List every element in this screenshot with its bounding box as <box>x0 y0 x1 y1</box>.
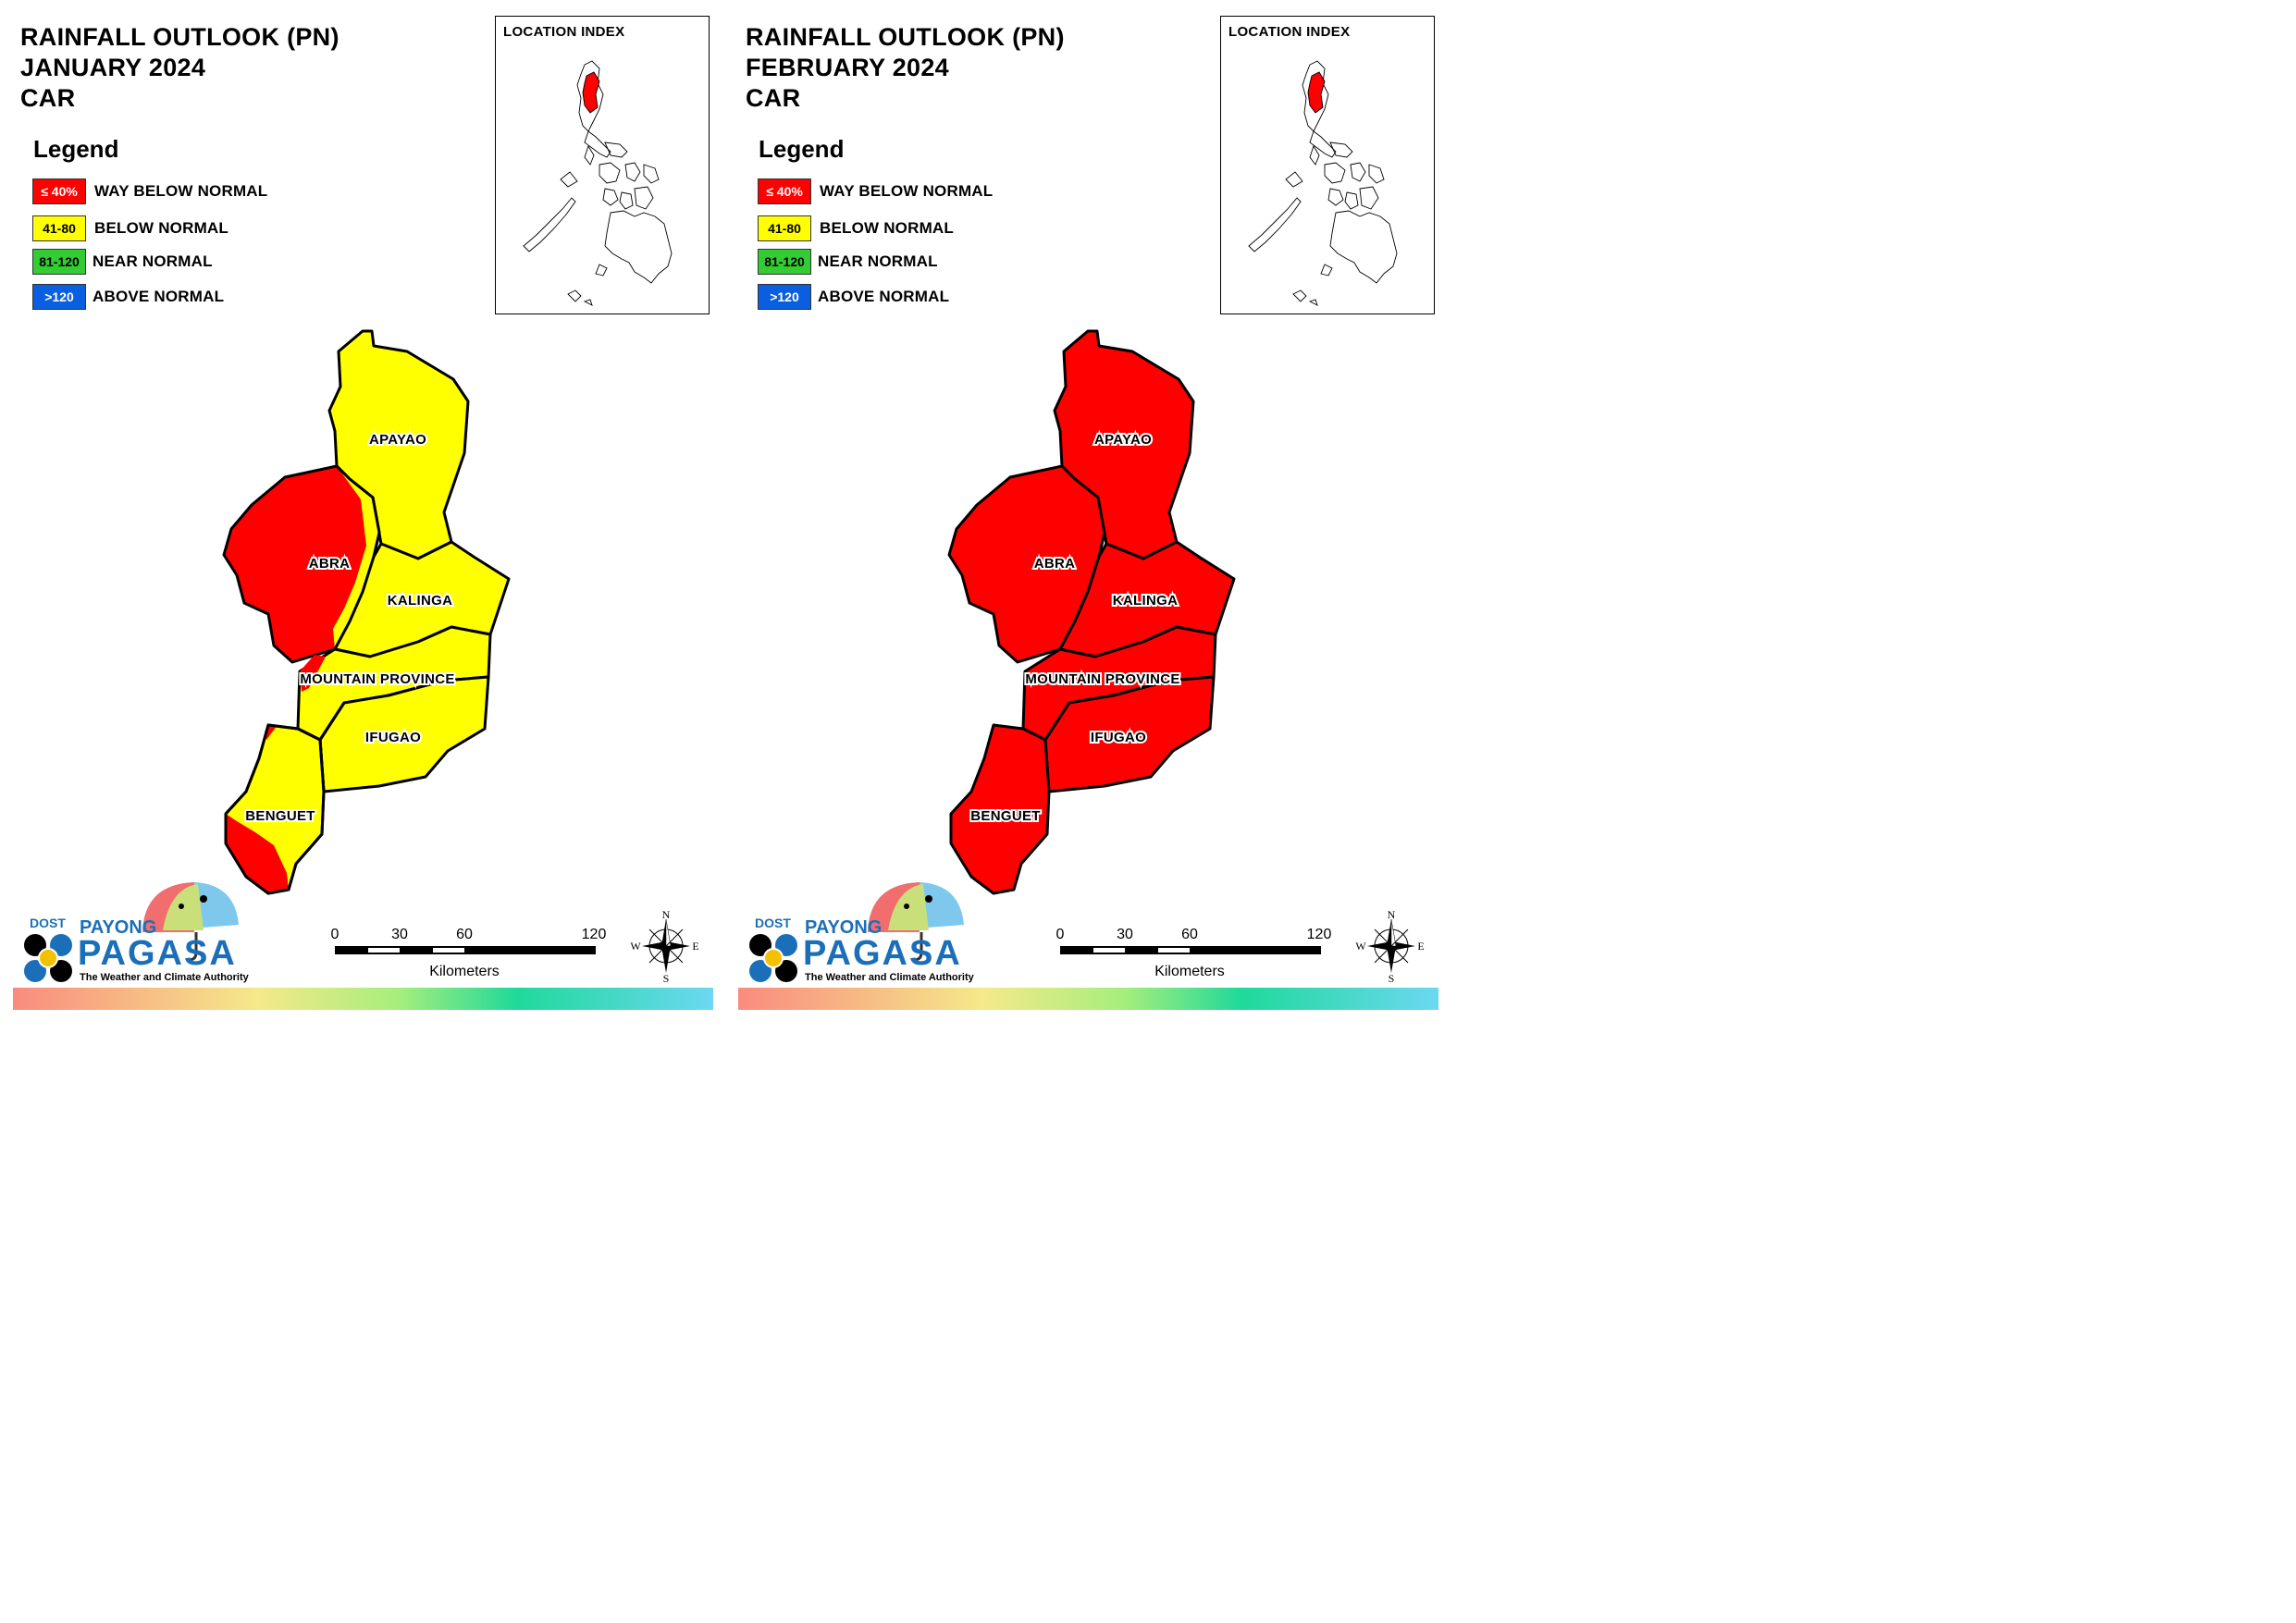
logo-pagasa-text: PAGASA <box>803 934 962 973</box>
label-benguet: BENGUET <box>970 808 1040 824</box>
logo-payong-text: PAYONG <box>80 917 157 938</box>
title-line-3: CAR <box>20 84 76 112</box>
legend-swatch: >120 <box>32 284 86 310</box>
scale-tick-120: 120 <box>582 927 607 942</box>
compass-n: N <box>1388 908 1396 921</box>
compass-w: W <box>630 940 641 953</box>
scale-unit: Kilometers <box>429 964 500 979</box>
scale-tick-0: 0 <box>1056 927 1065 942</box>
legend-swatch: ≤ 40% <box>32 178 86 204</box>
gradient-strip <box>13 988 713 1010</box>
scale-tick-60: 60 <box>456 927 473 942</box>
legend-item-way-below: ≤ 40% WAY BELOW NORMAL <box>32 178 267 205</box>
legend-title: Legend <box>33 135 119 163</box>
title-line-3: CAR <box>746 84 801 112</box>
legend-item-above: >120 ABOVE NORMAL <box>758 283 949 311</box>
label-kalinga: KALINGA <box>388 593 452 609</box>
title-line-2: FEBRUARY 2024 <box>746 54 949 81</box>
legend-label: ABOVE NORMAL <box>93 288 225 305</box>
title-line-1: RAINFALL OUTLOOK (PN) <box>20 23 339 51</box>
label-kalinga: KALINGA <box>1113 593 1178 609</box>
legend-label: ABOVE NORMAL <box>818 288 950 305</box>
label-abra: ABRA <box>1034 556 1076 572</box>
compass-s: S <box>1389 972 1395 984</box>
logo-pagasa-text: PAGASA <box>78 934 237 973</box>
label-apayao: APAYAO <box>369 432 426 448</box>
panel-february: RAINFALL OUTLOOK (PN) FEBRUARY 2024 CAR … <box>725 0 1450 1018</box>
benguet-southwest-zone <box>226 814 289 893</box>
legend-label: WAY BELOW NORMAL <box>94 182 268 200</box>
philippines-outline-icon <box>1248 60 1398 306</box>
compass-s: S <box>663 972 670 984</box>
label-abra: ABRA <box>309 556 351 572</box>
label-benguet: BENGUET <box>245 808 315 824</box>
compass-n: N <box>662 908 671 921</box>
legend-item-near: 81-120 NEAR NORMAL <box>758 248 938 276</box>
map-title: RAINFALL OUTLOOK (PN) FEBRUARY 2024 CAR <box>746 22 1065 114</box>
compass-e: E <box>1417 940 1424 953</box>
location-index-title: LOCATION INDEX <box>503 24 625 40</box>
legend-item-near: 81-120 NEAR NORMAL <box>32 248 213 276</box>
legend-swatch: ≤ 40% <box>758 178 811 204</box>
scale-bar: 0 30 60 120 Kilometers <box>327 920 614 985</box>
car-province-map: APAYAO ABRA KALINGA MOUNTAIN PROVINCE IF… <box>947 329 1236 895</box>
scale-tick-60: 60 <box>1181 927 1198 942</box>
legend-item-above: >120 ABOVE NORMAL <box>32 283 224 311</box>
payong-pagasa-logo: DOST PAYONG PAGASA The Weather and Clima… <box>22 879 253 990</box>
scale-bar: 0 30 60 120 Kilometers <box>1053 920 1339 985</box>
legend-swatch: >120 <box>758 284 811 310</box>
legend-label: BELOW NORMAL <box>94 219 228 237</box>
logo-tagline: The Weather and Climate Authority <box>80 972 249 983</box>
gradient-strip <box>738 988 1438 1010</box>
compass-w: W <box>1355 940 1366 953</box>
location-index-inset: LOCATION INDEX <box>1220 16 1435 314</box>
scale-unit: Kilometers <box>1154 964 1225 979</box>
title-line-1: RAINFALL OUTLOOK (PN) <box>746 23 1065 51</box>
payong-pagasa-logo: DOST PAYONG PAGASA The Weather and Clima… <box>747 879 979 990</box>
label-ifugao: IFUGAO <box>1091 730 1146 745</box>
north-arrow-icon: N S E W <box>629 908 703 985</box>
logo-dost-text: DOST <box>755 916 791 930</box>
label-apayao: APAYAO <box>1094 432 1152 448</box>
legend-label: WAY BELOW NORMAL <box>820 182 994 200</box>
legend-label: NEAR NORMAL <box>93 252 213 270</box>
scale-tick-30: 30 <box>391 927 408 942</box>
abra-east-zone <box>333 466 379 649</box>
legend-item-below: 41-80 BELOW NORMAL <box>32 215 228 242</box>
scale-tick-120: 120 <box>1307 927 1332 942</box>
province-benguet <box>949 723 1051 895</box>
map-title: RAINFALL OUTLOOK (PN) JANUARY 2024 CAR <box>20 22 339 114</box>
legend-item-below: 41-80 BELOW NORMAL <box>758 215 954 242</box>
legend-swatch: 41-80 <box>758 215 811 241</box>
legend-label: BELOW NORMAL <box>820 219 954 237</box>
legend-item-way-below: ≤ 40% WAY BELOW NORMAL <box>758 178 993 205</box>
legend-title: Legend <box>759 135 845 163</box>
title-line-2: JANUARY 2024 <box>20 54 206 81</box>
logo-dost-text: DOST <box>30 916 66 930</box>
scale-tick-0: 0 <box>331 927 339 942</box>
scale-tick-30: 30 <box>1117 927 1133 942</box>
compass-e: E <box>692 940 698 953</box>
legend-label: NEAR NORMAL <box>818 252 938 270</box>
north-arrow-icon: N S E W <box>1354 908 1428 985</box>
panel-january: RAINFALL OUTLOOK (PN) JANUARY 2024 CAR L… <box>0 0 725 1018</box>
logo-payong-text: PAYONG <box>805 917 883 938</box>
province-abra <box>947 464 1106 664</box>
location-index-title: LOCATION INDEX <box>1228 24 1351 40</box>
legend-swatch: 81-120 <box>32 249 86 275</box>
legend-swatch: 81-120 <box>758 249 811 275</box>
logo-tagline: The Weather and Climate Authority <box>805 972 974 983</box>
philippines-outline-icon <box>523 60 673 306</box>
label-ifugao: IFUGAO <box>365 730 421 745</box>
legend-swatch: 41-80 <box>32 215 86 241</box>
car-province-map: APAYAO ABRA KALINGA MOUNTAIN PROVINCE IF… <box>222 329 511 895</box>
location-index-inset: LOCATION INDEX <box>495 16 710 314</box>
label-mountain-province: MOUNTAIN PROVINCE <box>1025 671 1179 687</box>
label-mountain-province: MOUNTAIN PROVINCE <box>300 671 454 687</box>
mountain-province-west-zone <box>300 655 326 692</box>
